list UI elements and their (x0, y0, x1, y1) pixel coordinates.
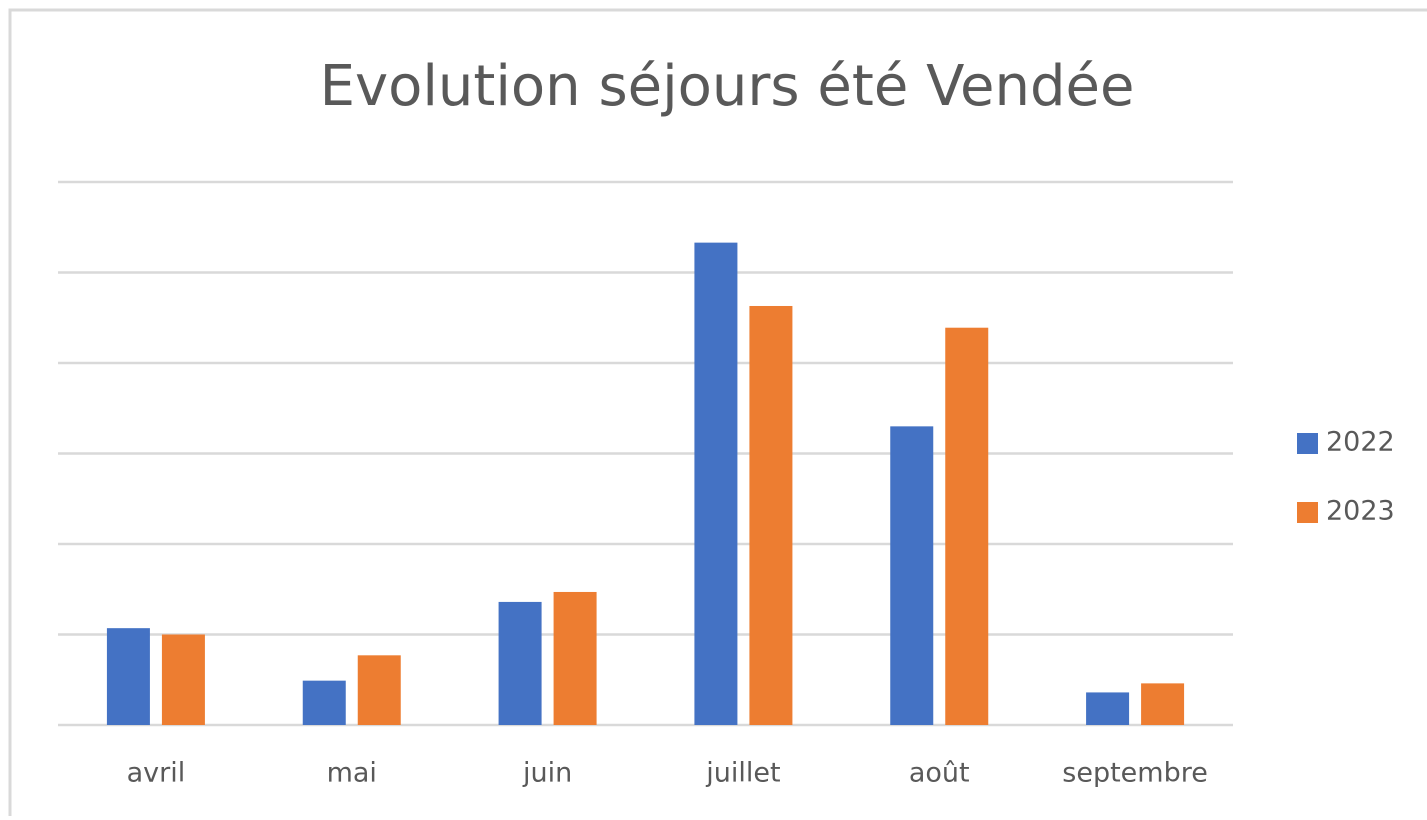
chart-title: Evolution séjours été Vendée (320, 54, 1135, 119)
x-tick-label: septembre (1062, 758, 1208, 789)
bar (498, 601, 542, 725)
bar (945, 327, 989, 725)
bar (302, 680, 346, 725)
x-tick-label: août (909, 758, 970, 789)
bar (357, 655, 401, 725)
x-tick-label: avril (127, 758, 186, 789)
legend-label: 2022 (1326, 427, 1395, 458)
bar (694, 242, 738, 725)
bar (553, 591, 597, 725)
x-tick-label: mai (327, 758, 377, 789)
bar (1141, 683, 1185, 725)
bar (749, 305, 793, 725)
bar (1086, 692, 1130, 725)
bar (106, 628, 150, 725)
legend-swatch (1297, 433, 1318, 454)
bar (161, 634, 205, 725)
legend-label: 2023 (1326, 496, 1395, 527)
legend-swatch (1297, 502, 1318, 523)
x-tick-label: juin (522, 758, 572, 789)
x-tick-label: juillet (705, 758, 780, 789)
bar (890, 426, 934, 725)
